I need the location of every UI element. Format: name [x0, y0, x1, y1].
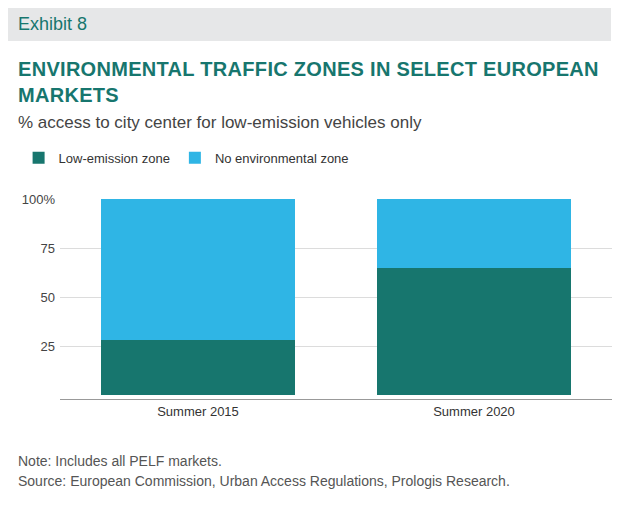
svg-text:100%: 100%	[22, 192, 56, 207]
svg-text:Summer 2015: Summer 2015	[157, 404, 239, 419]
svg-text:Low-emission zone: Low-emission zone	[59, 151, 170, 166]
html-text:Source: European Commission, U: Source: European Commission, Urban Acces…	[18, 473, 510, 489]
svg-text:Summer 2020: Summer 2020	[433, 404, 515, 419]
html-text:Exhibit 8: Exhibit 8	[18, 14, 87, 34]
svg-text:25: 25	[41, 339, 55, 354]
html-text:ENVIRONMENTAL TRAFFIC ZONES IN: ENVIRONMENTAL TRAFFIC ZONES IN SELECT EU…	[18, 58, 599, 106]
svg-text:50: 50	[41, 290, 55, 305]
svg-text:75: 75	[41, 241, 55, 256]
html-text:% access to city center for lo: % access to city center for low-emission…	[18, 113, 422, 132]
html-text:Note: Includes all PELF market: Note: Includes all PELF markets.	[18, 453, 222, 469]
svg-text:No environmental zone: No environmental zone	[215, 151, 349, 166]
